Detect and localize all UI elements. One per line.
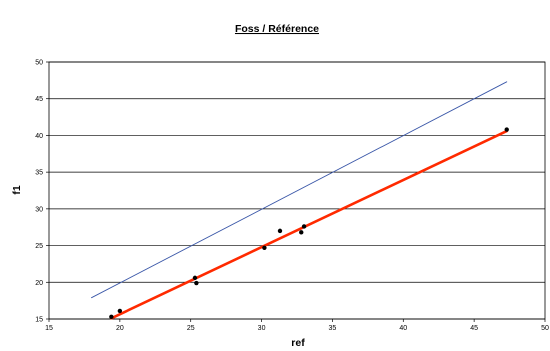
- y-tick-label: 25: [35, 243, 43, 250]
- chart-title: Foss / Référence: [235, 23, 319, 35]
- gridlines: [49, 61, 545, 320]
- series-line-1: [110, 129, 509, 320]
- x-tick-label: 40: [399, 325, 407, 332]
- y-tick-label: 15: [35, 317, 43, 324]
- x-tick-label: 50: [541, 325, 549, 332]
- data-point: [504, 127, 509, 132]
- data-point: [109, 314, 114, 319]
- y-tick-label: 20: [35, 280, 43, 287]
- data-point: [299, 230, 304, 235]
- data-point: [277, 228, 283, 234]
- x-tick-label: 20: [116, 325, 124, 332]
- x-axis-label: ref: [291, 337, 305, 349]
- axis-ticks: 15 20 25 30 35 40 45 50 15 20 25 30 35 40 45 50: [35, 60, 549, 333]
- y-tick-label: 35: [35, 170, 43, 177]
- y-tick-label: 40: [35, 133, 43, 140]
- x-tick-label: 30: [258, 325, 266, 332]
- x-tick-label: 25: [187, 325, 195, 332]
- data-point: [301, 224, 307, 229]
- data-point: [194, 280, 199, 286]
- x-tick-label: 45: [470, 325, 478, 332]
- series-line-2: [91, 81, 508, 299]
- data-point: [262, 245, 267, 250]
- y-tick-label: 50: [35, 60, 43, 67]
- x-tick-label: 35: [329, 325, 337, 332]
- y-axis-label: f1: [11, 185, 23, 194]
- y-tick-label: 30: [35, 206, 43, 213]
- data-point: [117, 308, 123, 314]
- x-tick-label: 15: [45, 325, 53, 332]
- y-tick-label: 45: [35, 96, 43, 103]
- data-point: [192, 275, 198, 281]
- plot-area-frame: [48, 61, 546, 320]
- data-series: [91, 81, 509, 320]
